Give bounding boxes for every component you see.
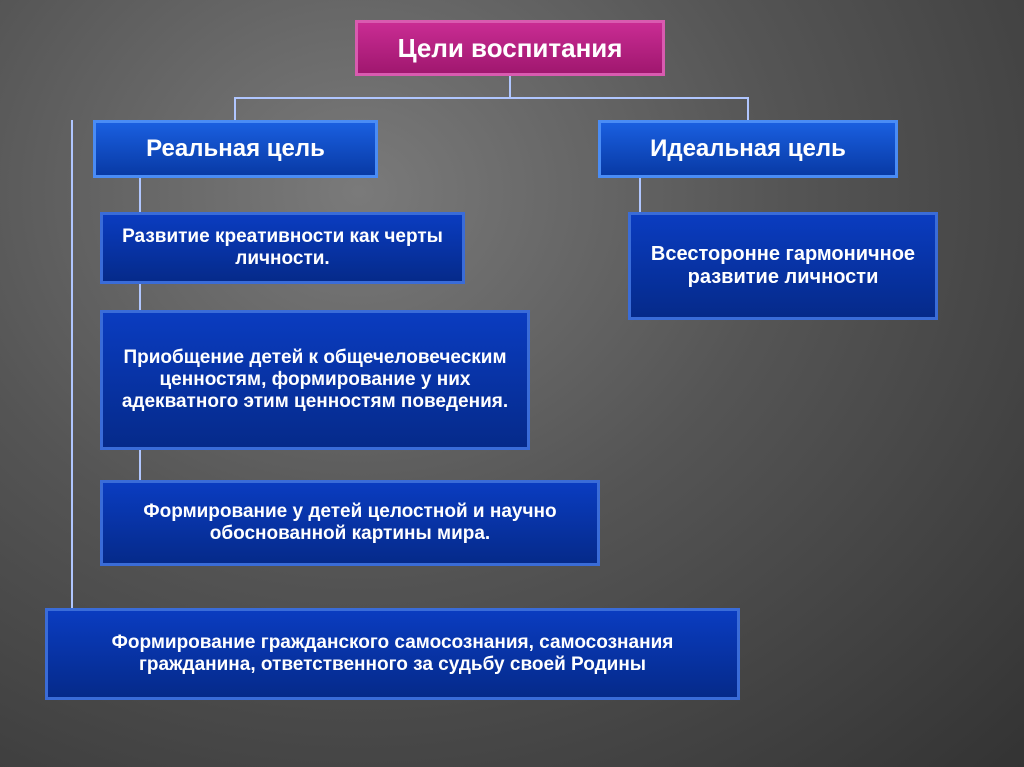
leaf-node: Формирование гражданского самосознания, … — [45, 608, 740, 700]
leaf-label: Всестороннe гармоничное развитие личност… — [643, 243, 923, 289]
leaf-node: Всестороннe гармоничное развитие личност… — [628, 212, 938, 320]
leaf-label: Развитие креативности как черты личности… — [115, 226, 450, 270]
leaf-node: Развитие креативности как черты личности… — [100, 212, 465, 284]
branch-label: Реальная цель — [146, 135, 325, 163]
root-node: Цели воспитания — [355, 20, 665, 76]
branch-node-right: Идеальная цель — [598, 120, 898, 178]
branch-label: Идеальная цель — [650, 135, 846, 163]
leaf-node: Формирование у детей целостной и научно … — [100, 480, 600, 566]
branch-node-left: Реальная цель — [93, 120, 378, 178]
leaf-node: Приобщение детей к общечеловеческим ценн… — [100, 310, 530, 450]
leaf-label: Приобщение детей к общечеловеческим ценн… — [115, 347, 515, 413]
root-label: Цели воспитания — [398, 33, 623, 64]
leaf-label: Формирование у детей целостной и научно … — [115, 501, 585, 545]
leaf-label: Формирование гражданского самосознания, … — [60, 632, 725, 676]
